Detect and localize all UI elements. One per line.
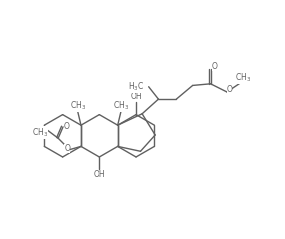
Text: O: O — [64, 144, 70, 153]
Text: CH$_3$: CH$_3$ — [235, 71, 251, 84]
Text: OH: OH — [130, 92, 142, 101]
Text: OH: OH — [93, 170, 105, 179]
Text: CH$_3$: CH$_3$ — [113, 99, 129, 112]
Text: O: O — [227, 85, 233, 94]
Text: O: O — [64, 122, 70, 131]
Text: H$_3$C: H$_3$C — [129, 81, 145, 93]
Text: CH$_3$: CH$_3$ — [32, 126, 48, 139]
Text: CH$_3$: CH$_3$ — [70, 99, 86, 112]
Text: O: O — [211, 62, 217, 71]
